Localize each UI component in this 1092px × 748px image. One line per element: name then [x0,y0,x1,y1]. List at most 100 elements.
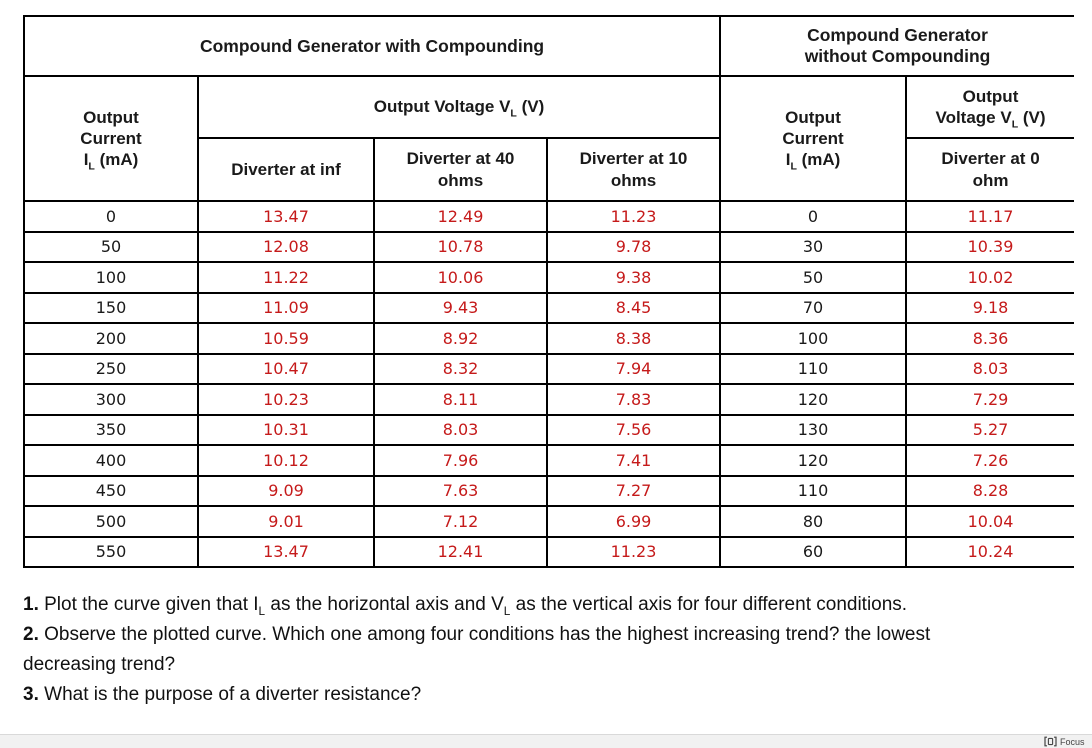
diverter-inf-header: Diverter at inf [197,137,375,202]
v-10-cell: 7.27 [545,474,722,507]
v-inf-cell: 10.59 [197,322,375,355]
v-10-cell: 7.94 [545,352,722,385]
table-row: 550 13.47 12.41 11.23 60 10.24 [23,535,1075,568]
focus-button-label: Focus [1060,736,1085,747]
v-10-cell: 7.56 [545,413,722,446]
v-40-cell: 7.63 [373,474,548,507]
focus-icon [1044,736,1057,747]
v-10-cell: 7.41 [545,444,722,477]
v-0-cell: 7.29 [905,383,1075,416]
v-inf-cell: 13.47 [197,535,375,568]
il2-cell: 110 [719,474,908,507]
questions-block: 1. Plot the curve given that IL as the h… [23,590,1075,710]
il-cell: 250 [23,352,199,385]
v-inf-cell: 9.09 [197,474,375,507]
v-0-cell: 9.18 [905,291,1075,324]
question-1: 1. Plot the curve given that IL as the h… [23,594,908,618]
il2-cell: 80 [719,505,908,538]
il2-cell: 100 [719,322,908,355]
v-40-cell: 8.92 [373,322,548,355]
v-40-cell: 8.03 [373,413,548,446]
diverter-0-header: Diverter at 0 ohm [905,137,1075,202]
question-2-line-1: 2. Observe the plotted curve. Which one … [23,624,931,645]
header-line: Output [785,107,841,127]
v-inf-cell: 12.08 [197,230,375,263]
left-output-voltage-header: Output Voltage VL (V) [196,75,722,139]
header-line: IL (mA) [785,150,841,173]
v-0-cell: 8.36 [905,322,1075,355]
il2-cell: 60 [719,535,908,568]
table-row: 400 10.12 7.96 7.41 120 7.26 [23,444,1075,477]
il-cell: 100 [23,261,199,294]
v-0-cell: 8.28 [905,474,1075,507]
v-inf-cell: 10.12 [197,444,375,477]
table-row: 300 10.23 8.11 7.83 120 7.29 [23,383,1075,416]
v-inf-cell: 11.09 [197,291,375,324]
diverter-header-row: Diverter at inf Diverter at 40 ohms Dive… [24,137,1075,202]
v-10-cell: 11.23 [545,535,722,568]
v-0-cell: 11.17 [905,200,1075,233]
v-10-cell: 8.45 [545,291,722,324]
il-cell: 200 [23,322,199,355]
table-row: 500 9.01 7.12 6.99 80 10.04 [23,505,1075,538]
table-row: 150 11.09 9.43 8.45 70 9.18 [23,291,1075,324]
right-section-title-text: Compound Generator without Compounding [804,25,991,66]
question-2-line-2: decreasing trend? [23,654,176,675]
v-inf-cell: 11.22 [197,261,375,294]
v-40-cell: 12.41 [373,535,548,568]
v-10-cell: 11.23 [545,200,722,233]
voltage-header-row: Output Current IL (mA) Output Voltage VL… [23,75,1075,202]
right-output-voltage-header: Output Voltage VL (V) [905,75,1075,139]
il-cell: 400 [23,444,199,477]
table-row: 50 12.08 10.78 9.78 30 10.39 [23,230,1075,263]
il2-cell: 50 [719,261,908,294]
v-10-cell: 8.38 [545,322,722,355]
left-output-current-header: Output Current IL (mA) [23,75,199,202]
v-0-cell: 10.04 [905,505,1075,538]
v-inf-cell: 10.47 [197,352,375,385]
il-cell: 150 [23,291,199,324]
table-row: 100 11.22 10.06 9.38 50 10.02 [23,261,1075,294]
header-line: IL (mA) [83,150,139,173]
question-3: 3. What is the purpose of a diverter res… [23,684,422,705]
generator-data-table: Compound Generator with Compounding Comp… [22,15,1075,568]
v-inf-cell: 9.01 [197,505,375,538]
il-cell: 350 [23,413,199,446]
right-section-title: Compound Generator without Compounding [719,15,1075,77]
v-10-cell: 9.38 [545,261,722,294]
v-0-cell: 5.27 [905,413,1075,446]
header-line: Current [782,128,844,148]
il2-cell: 110 [719,352,908,385]
v-0-cell: 10.39 [905,230,1075,263]
table-row: 200 10.59 8.92 8.38 100 8.36 [23,322,1075,355]
il2-cell: 130 [719,413,908,446]
focus-button[interactable]: Focus [1044,735,1085,748]
il-cell: 0 [23,200,199,233]
il-cell: 300 [23,383,199,416]
il-cell: 550 [23,535,199,568]
v-inf-cell: 10.31 [197,413,375,446]
v-10-cell: 6.99 [545,505,722,538]
table-row: 250 10.47 8.32 7.94 110 8.03 [23,352,1075,385]
v-40-cell: 9.43 [373,291,548,324]
left-section-title: Compound Generator with Compounding [22,15,722,77]
left-section-title-text: Compound Generator with Compounding [199,35,545,56]
v-10-cell: 9.78 [545,230,722,263]
diverter-40-header: Diverter at 40 ohms [373,137,548,202]
v-40-cell: 7.12 [373,505,548,538]
v-40-cell: 8.11 [373,383,548,416]
diverter-10-header: Diverter at 10 ohms [545,137,722,202]
il2-cell: 120 [719,383,908,416]
v-40-cell: 12.49 [373,200,548,233]
v-40-cell: 8.32 [373,352,548,385]
v-0-cell: 10.02 [905,261,1075,294]
il2-cell: 30 [719,230,908,263]
v-40-cell: 10.06 [373,261,548,294]
section-title-row: Compound Generator with Compounding Comp… [22,15,1075,77]
il2-cell: 120 [719,444,908,477]
il-cell: 450 [23,474,199,507]
v-40-cell: 10.78 [373,230,548,263]
v-10-cell: 7.83 [545,383,722,416]
table-body: 0 13.47 12.49 11.23 0 11.17 50 12.08 10.78 9.78 30… [23,200,1075,568]
